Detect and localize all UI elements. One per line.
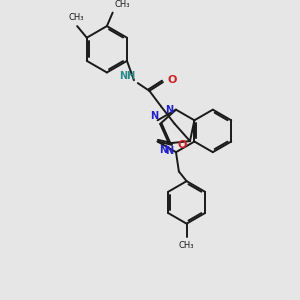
Text: N: N	[159, 145, 167, 155]
Text: CH₃: CH₃	[115, 0, 130, 9]
Text: NH: NH	[120, 71, 136, 81]
Text: N: N	[165, 146, 173, 156]
Text: N: N	[165, 105, 173, 115]
Text: O: O	[168, 75, 177, 85]
Text: N: N	[150, 111, 158, 121]
Text: O: O	[178, 140, 187, 150]
Text: CH₃: CH₃	[68, 13, 84, 22]
Text: CH₃: CH₃	[179, 241, 194, 250]
